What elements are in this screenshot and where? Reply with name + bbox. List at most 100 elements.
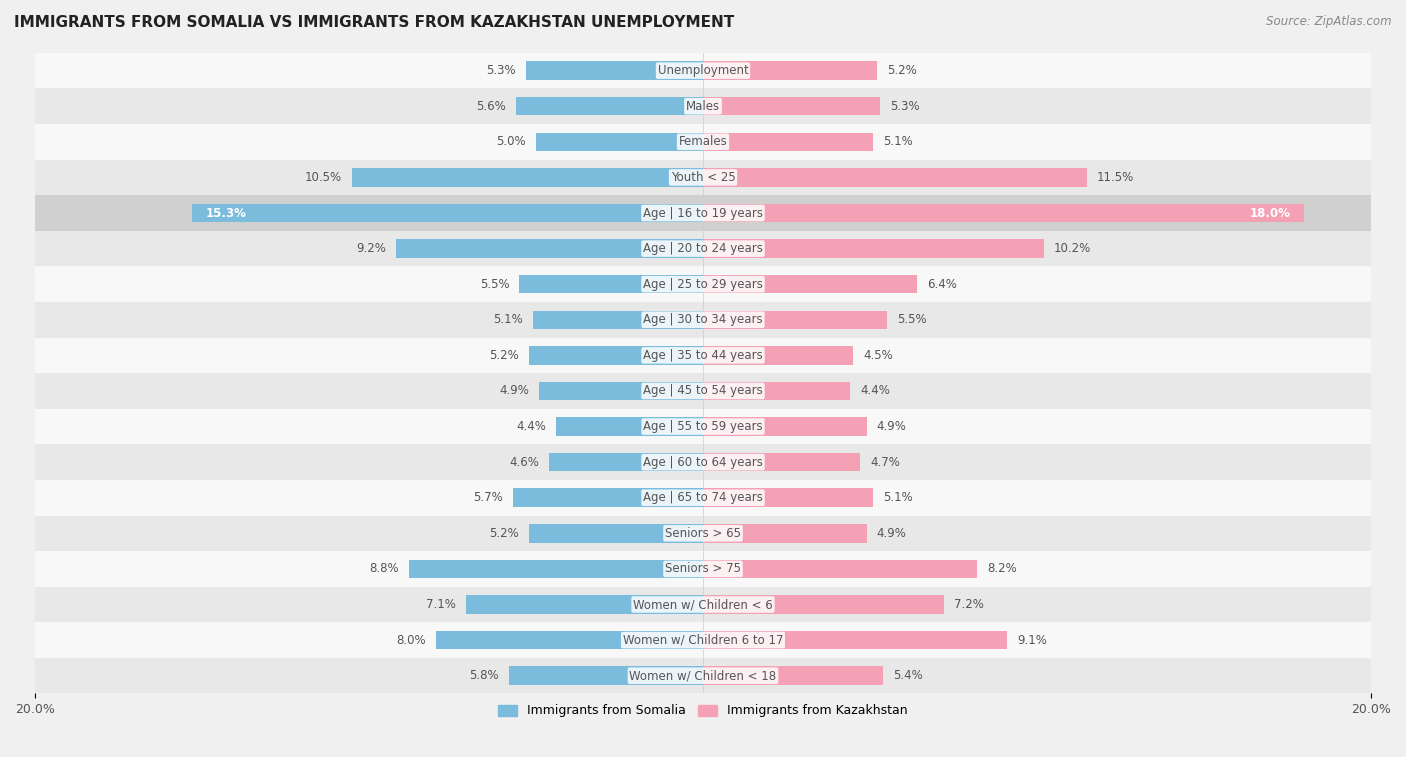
Text: Source: ZipAtlas.com: Source: ZipAtlas.com: [1267, 15, 1392, 28]
Text: 8.0%: 8.0%: [396, 634, 426, 646]
Text: 5.1%: 5.1%: [883, 491, 912, 504]
Text: 5.3%: 5.3%: [890, 100, 920, 113]
Bar: [703, 595, 943, 614]
Bar: [35, 53, 1371, 89]
Text: 5.5%: 5.5%: [897, 313, 927, 326]
Text: 5.0%: 5.0%: [496, 136, 526, 148]
Bar: [35, 89, 1371, 124]
Bar: [193, 204, 703, 223]
Bar: [703, 275, 917, 294]
Bar: [519, 275, 703, 294]
Text: 4.4%: 4.4%: [516, 420, 546, 433]
Bar: [703, 488, 873, 507]
Bar: [465, 595, 703, 614]
Text: Males: Males: [686, 100, 720, 113]
Bar: [703, 666, 883, 685]
Text: Age | 30 to 34 years: Age | 30 to 34 years: [643, 313, 763, 326]
Bar: [35, 373, 1371, 409]
Bar: [703, 524, 866, 543]
Bar: [529, 524, 703, 543]
Bar: [35, 480, 1371, 516]
Bar: [35, 195, 1371, 231]
Bar: [35, 266, 1371, 302]
Text: 5.2%: 5.2%: [489, 349, 519, 362]
Bar: [35, 338, 1371, 373]
Bar: [516, 97, 703, 116]
Bar: [35, 658, 1371, 693]
Bar: [35, 587, 1371, 622]
Text: Age | 20 to 24 years: Age | 20 to 24 years: [643, 242, 763, 255]
Bar: [529, 346, 703, 365]
Bar: [540, 382, 703, 400]
Bar: [35, 302, 1371, 338]
Bar: [436, 631, 703, 650]
Bar: [35, 231, 1371, 266]
Bar: [555, 417, 703, 436]
Text: 7.2%: 7.2%: [953, 598, 983, 611]
Bar: [513, 488, 703, 507]
Text: Age | 60 to 64 years: Age | 60 to 64 years: [643, 456, 763, 469]
Bar: [703, 310, 887, 329]
Bar: [509, 666, 703, 685]
Bar: [703, 559, 977, 578]
Text: Seniors > 65: Seniors > 65: [665, 527, 741, 540]
Text: 5.1%: 5.1%: [494, 313, 523, 326]
Bar: [35, 622, 1371, 658]
Text: 4.9%: 4.9%: [877, 527, 907, 540]
Bar: [35, 516, 1371, 551]
Text: 18.0%: 18.0%: [1250, 207, 1291, 220]
Text: 5.6%: 5.6%: [477, 100, 506, 113]
Text: 5.3%: 5.3%: [486, 64, 516, 77]
Bar: [536, 132, 703, 151]
Bar: [703, 97, 880, 116]
Text: IMMIGRANTS FROM SOMALIA VS IMMIGRANTS FROM KAZAKHSTAN UNEMPLOYMENT: IMMIGRANTS FROM SOMALIA VS IMMIGRANTS FR…: [14, 15, 734, 30]
Text: 4.5%: 4.5%: [863, 349, 893, 362]
Text: 11.5%: 11.5%: [1097, 171, 1135, 184]
Text: Age | 16 to 19 years: Age | 16 to 19 years: [643, 207, 763, 220]
Text: 5.5%: 5.5%: [479, 278, 509, 291]
Text: 4.9%: 4.9%: [499, 385, 529, 397]
Text: 10.2%: 10.2%: [1053, 242, 1091, 255]
Text: 9.2%: 9.2%: [356, 242, 385, 255]
Text: Women w/ Children < 18: Women w/ Children < 18: [630, 669, 776, 682]
Text: 5.7%: 5.7%: [472, 491, 502, 504]
Text: 9.1%: 9.1%: [1017, 634, 1047, 646]
Bar: [703, 346, 853, 365]
Text: 4.4%: 4.4%: [860, 385, 890, 397]
Text: Women w/ Children < 6: Women w/ Children < 6: [633, 598, 773, 611]
Bar: [395, 239, 703, 258]
Bar: [703, 204, 1305, 223]
Text: Seniors > 75: Seniors > 75: [665, 562, 741, 575]
Bar: [703, 453, 860, 472]
Text: Unemployment: Unemployment: [658, 64, 748, 77]
Bar: [533, 310, 703, 329]
Bar: [353, 168, 703, 187]
Legend: Immigrants from Somalia, Immigrants from Kazakhstan: Immigrants from Somalia, Immigrants from…: [494, 699, 912, 722]
Bar: [703, 417, 866, 436]
Bar: [703, 382, 851, 400]
Bar: [35, 160, 1371, 195]
Bar: [703, 239, 1043, 258]
Bar: [35, 551, 1371, 587]
Text: 7.1%: 7.1%: [426, 598, 456, 611]
Text: 6.4%: 6.4%: [927, 278, 956, 291]
Text: 5.2%: 5.2%: [887, 64, 917, 77]
Bar: [35, 409, 1371, 444]
Text: Youth < 25: Youth < 25: [671, 171, 735, 184]
Text: 8.8%: 8.8%: [370, 562, 399, 575]
Text: Age | 55 to 59 years: Age | 55 to 59 years: [643, 420, 763, 433]
Text: Age | 65 to 74 years: Age | 65 to 74 years: [643, 491, 763, 504]
Text: 4.6%: 4.6%: [509, 456, 540, 469]
Bar: [35, 124, 1371, 160]
Bar: [703, 132, 873, 151]
Bar: [703, 631, 1007, 650]
Text: 8.2%: 8.2%: [987, 562, 1017, 575]
Bar: [409, 559, 703, 578]
Text: 5.4%: 5.4%: [893, 669, 924, 682]
Bar: [526, 61, 703, 80]
Text: Age | 35 to 44 years: Age | 35 to 44 years: [643, 349, 763, 362]
Bar: [35, 444, 1371, 480]
Text: Women w/ Children 6 to 17: Women w/ Children 6 to 17: [623, 634, 783, 646]
Bar: [550, 453, 703, 472]
Text: 4.9%: 4.9%: [877, 420, 907, 433]
